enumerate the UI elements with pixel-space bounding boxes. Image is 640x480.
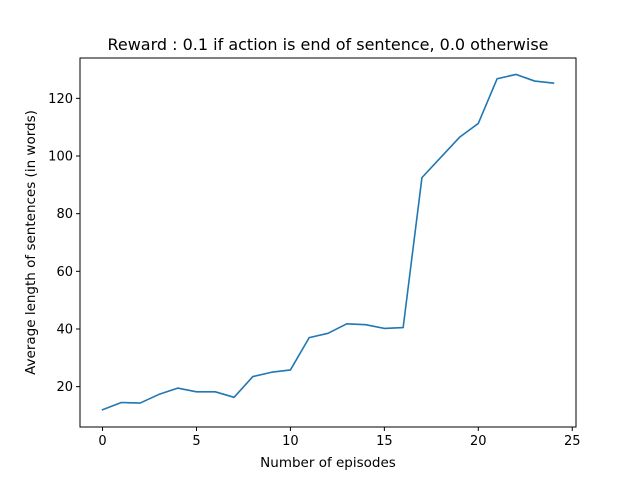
x-tick-label: 0 [98, 434, 106, 449]
x-tick-label: 25 [564, 434, 581, 449]
x-tick-label: 10 [282, 434, 299, 449]
x-tick-label: 20 [470, 434, 487, 449]
y-tick-label: 40 [56, 322, 73, 337]
y-tick-label: 20 [56, 380, 73, 395]
series-line [101, 73, 555, 411]
y-axis-label: Average length of sentences (in words) [23, 110, 39, 375]
y-tick-label: 80 [56, 207, 73, 222]
y-tick-label: 60 [56, 265, 73, 280]
x-axis-label: Number of episodes [260, 455, 396, 471]
y-tick-label: 100 [48, 150, 73, 165]
x-tick-label: 15 [376, 434, 393, 449]
x-tick-label: 5 [192, 434, 200, 449]
chart-title: Reward : 0.1 if action is end of sentenc… [107, 35, 548, 54]
plot-area [101, 73, 555, 411]
axes-frame [79, 57, 577, 428]
y-tick-label: 120 [48, 92, 73, 107]
